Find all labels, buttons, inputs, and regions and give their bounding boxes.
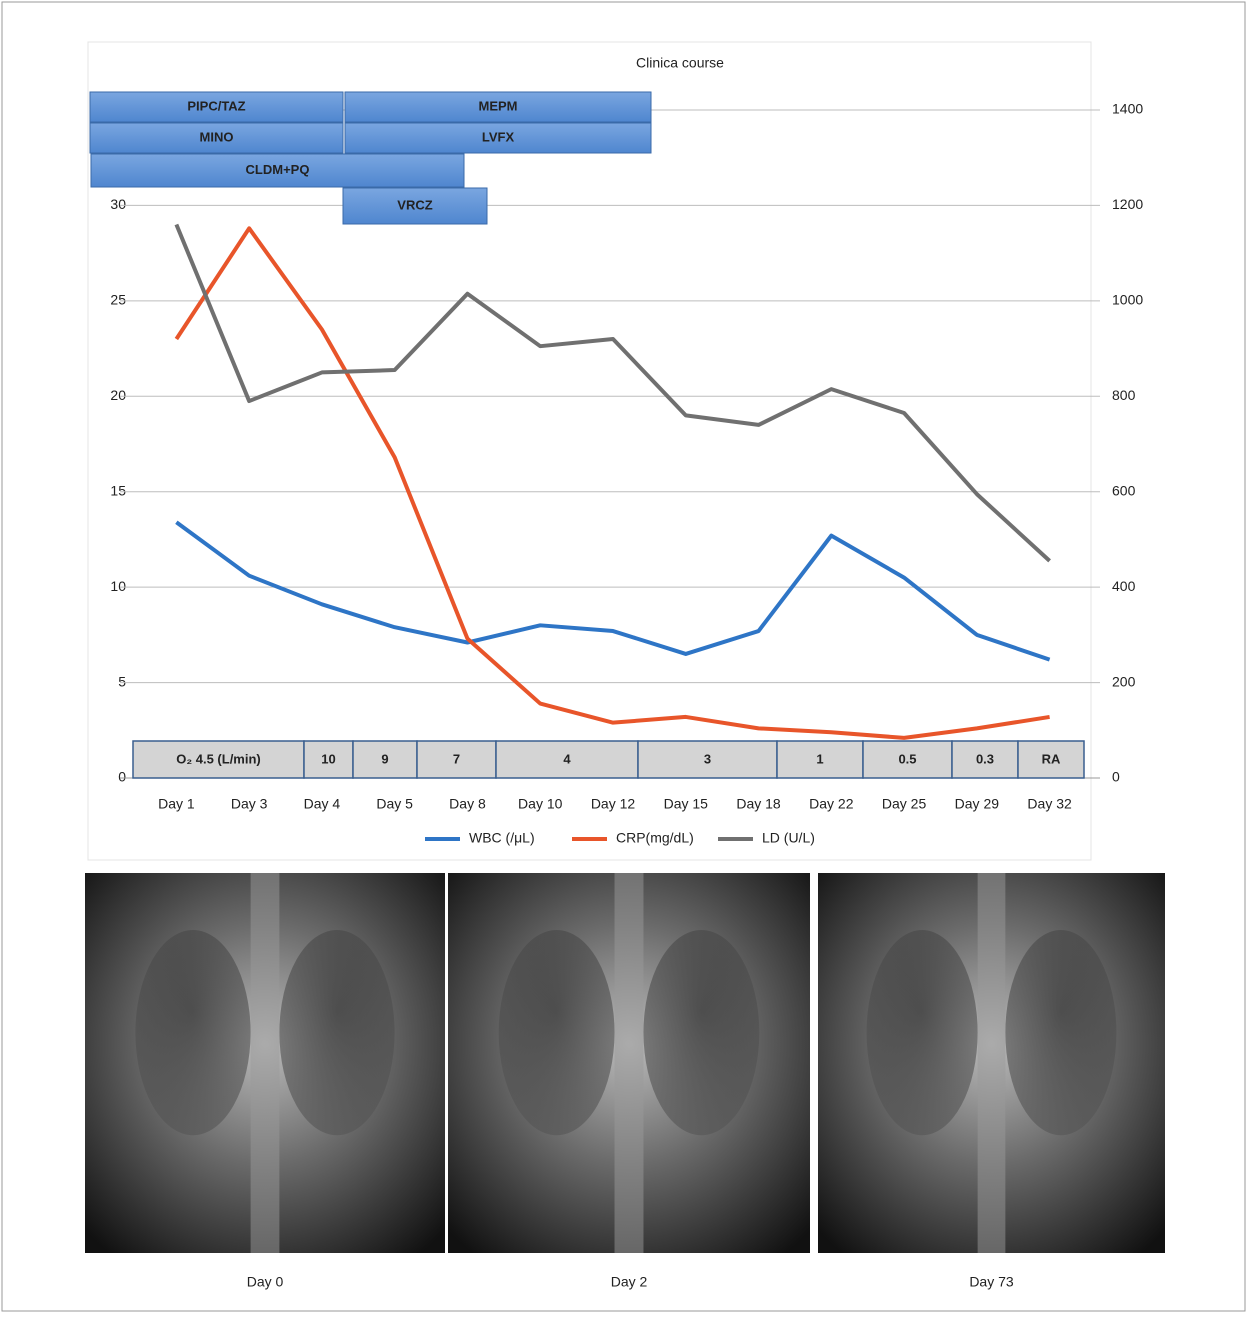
legend-label: LD (U/L) <box>762 830 815 846</box>
y-tick-label: 0 <box>118 769 126 785</box>
treatment-label: CLDM+PQ <box>246 162 310 177</box>
y-tick-label: 15 <box>110 482 126 498</box>
y-tick-label: 20 <box>110 387 126 403</box>
oxygen-label: 9 <box>381 751 388 766</box>
x-tick-label: Day 29 <box>955 796 1000 812</box>
oxygen-label: 0.5 <box>898 751 916 766</box>
legend-label: CRP(mg/dL) <box>616 830 694 846</box>
treatment-label: LVFX <box>482 129 515 144</box>
y2-tick-label: 1400 <box>1112 101 1143 117</box>
y2-tick-label: 800 <box>1112 387 1136 403</box>
x-tick-label: Day 32 <box>1027 796 1072 812</box>
image-caption: Day 0 <box>247 1274 284 1290</box>
xray-lung <box>643 930 759 1135</box>
oxygen-label: 1 <box>816 751 823 766</box>
x-tick-label: Day 8 <box>449 796 486 812</box>
y2-tick-label: 200 <box>1112 673 1136 689</box>
y-tick-label: 10 <box>110 578 126 594</box>
oxygen-label: 3 <box>704 751 711 766</box>
xray-spine <box>251 873 280 1253</box>
y2-tick-label: 1200 <box>1112 196 1143 212</box>
treatment-label: MINO <box>200 129 234 144</box>
y-tick-label: 5 <box>118 673 126 689</box>
xray-lung <box>1005 930 1116 1135</box>
chart-title: Clinica course <box>636 55 724 71</box>
xray-lung <box>499 930 615 1135</box>
y2-tick-label: 0 <box>1112 769 1120 785</box>
x-tick-label: Day 5 <box>376 796 413 812</box>
oxygen-label: 10 <box>321 751 335 766</box>
image-caption: Day 2 <box>611 1274 648 1290</box>
x-tick-label: Day 25 <box>882 796 927 812</box>
y2-tick-label: 400 <box>1112 578 1136 594</box>
figure: Clinica course 0 5 10 15 20 25 30 0 200 400 600 800… <box>0 0 1247 1313</box>
y2-tick-label: 600 <box>1112 482 1136 498</box>
treatment-label: MEPM <box>479 98 518 113</box>
series-line <box>176 228 1049 738</box>
series-line <box>176 522 1049 659</box>
x-tick-label: Day 12 <box>591 796 636 812</box>
x-tick-label: Day 4 <box>304 796 341 812</box>
x-tick-label: Day 18 <box>736 796 781 812</box>
x-tick-label: Day 1 <box>158 796 195 812</box>
x-tick-label: Day 3 <box>231 796 268 812</box>
legend-label: WBC (/μL) <box>469 830 535 846</box>
xray-spine <box>978 873 1006 1253</box>
xray-spine <box>615 873 644 1253</box>
oxygen-label: 4 <box>563 751 571 766</box>
xray-lung <box>279 930 394 1135</box>
oxygen-label: 0.3 <box>976 751 994 766</box>
y-tick-label: 25 <box>110 292 126 308</box>
oxygen-label: RA <box>1042 751 1061 766</box>
y-tick-label: 30 <box>110 196 126 212</box>
oxygen-label: 7 <box>453 751 460 766</box>
x-tick-label: Day 22 <box>809 796 854 812</box>
treatment-label: PIPC/TAZ <box>187 98 245 113</box>
image-caption: Day 73 <box>969 1274 1014 1290</box>
xray-lung <box>867 930 978 1135</box>
x-tick-label: Day 10 <box>518 796 563 812</box>
treatment-label: VRCZ <box>397 197 432 212</box>
xray-lung <box>135 930 250 1135</box>
x-tick-label: Day 15 <box>664 796 709 812</box>
y2-tick-label: 1000 <box>1112 292 1143 308</box>
series-line <box>176 225 1049 561</box>
oxygen-label: O₂ 4.5 (L/min) <box>176 751 261 766</box>
